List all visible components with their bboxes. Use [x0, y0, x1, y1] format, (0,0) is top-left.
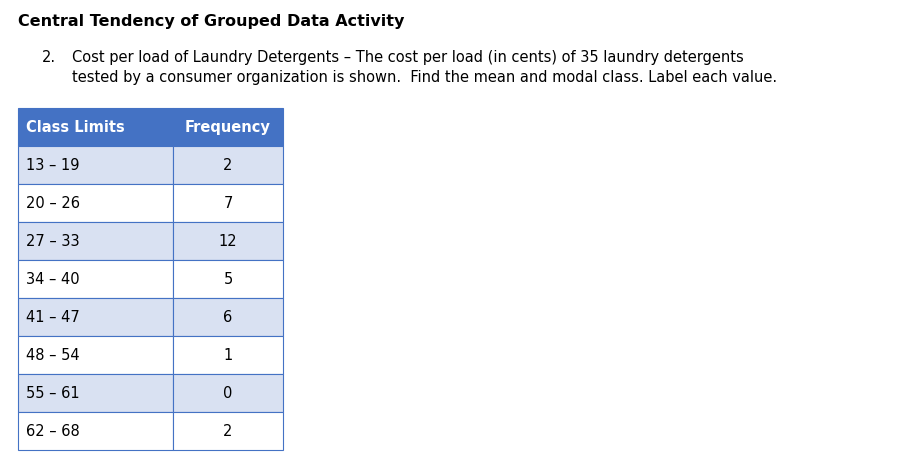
Bar [18, 222, 173, 260]
Text: 2: 2 [223, 158, 232, 173]
Text: 34 – 40: 34 – 40 [26, 272, 80, 287]
Bar [173, 146, 283, 184]
Text: 6: 6 [223, 309, 232, 324]
Text: Central Tendency of Grouped Data Activity: Central Tendency of Grouped Data Activit… [18, 14, 404, 29]
Text: 12: 12 [219, 234, 237, 248]
Text: 55 – 61: 55 – 61 [26, 385, 80, 401]
Bar [173, 412, 283, 450]
Text: Cost per load of Laundry Detergents – The cost per load (in cents) of 35 laundry: Cost per load of Laundry Detergents – Th… [72, 50, 744, 65]
Text: 20 – 26: 20 – 26 [26, 195, 80, 210]
Text: 7: 7 [223, 195, 232, 210]
Text: 2.: 2. [42, 50, 56, 65]
Text: 62 – 68: 62 – 68 [26, 423, 80, 438]
Bar [18, 108, 173, 146]
Bar [18, 184, 173, 222]
Bar [173, 184, 283, 222]
Text: 13 – 19: 13 – 19 [26, 158, 80, 173]
Bar [18, 298, 173, 336]
Bar [173, 108, 283, 146]
Bar [173, 222, 283, 260]
Bar [18, 374, 173, 412]
Bar [18, 260, 173, 298]
Text: 27 – 33: 27 – 33 [26, 234, 80, 248]
Bar [18, 412, 173, 450]
Bar [173, 336, 283, 374]
Text: Frequency: Frequency [185, 120, 271, 134]
Bar [173, 374, 283, 412]
Text: tested by a consumer organization is shown.  Find the mean and modal class. Labe: tested by a consumer organization is sho… [72, 70, 777, 85]
Text: Class Limits: Class Limits [26, 120, 124, 134]
Bar [173, 298, 283, 336]
Text: 48 – 54: 48 – 54 [26, 348, 80, 362]
Text: 2: 2 [223, 423, 232, 438]
Text: 41 – 47: 41 – 47 [26, 309, 80, 324]
Text: 5: 5 [223, 272, 232, 287]
Text: 0: 0 [223, 385, 232, 401]
Text: 1: 1 [223, 348, 232, 362]
Bar [18, 336, 173, 374]
Bar [18, 146, 173, 184]
Bar [173, 260, 283, 298]
